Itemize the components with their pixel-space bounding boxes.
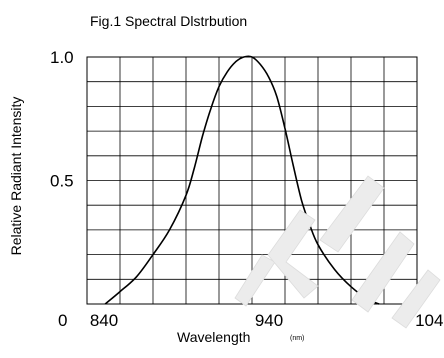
y-tick-label: 0.5 — [50, 172, 74, 191]
x-tick-label: 1040 — [415, 311, 444, 330]
chart-title: Fig.1 Spectral Dlstrbution — [90, 13, 247, 29]
grid — [87, 57, 417, 304]
x-axis-unit: (nm) — [290, 335, 304, 342]
y-tick-label: 0 — [58, 311, 67, 330]
y-axis-label: Relative Radiant Intensity — [8, 97, 24, 256]
x-axis-label: Wavelength — [177, 329, 250, 345]
y-tick-label: 1.0 — [50, 48, 74, 67]
x-tick-label: 940 — [255, 311, 283, 330]
x-tick-label: 840 — [90, 311, 118, 330]
